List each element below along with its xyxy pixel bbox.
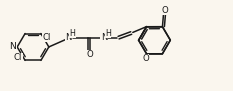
Text: Cl: Cl: [43, 33, 51, 42]
Text: Cl: Cl: [14, 53, 22, 62]
Text: O: O: [161, 6, 168, 15]
Text: N: N: [101, 33, 107, 42]
Text: O: O: [142, 54, 149, 63]
Text: O: O: [87, 50, 94, 59]
Text: H: H: [105, 29, 111, 38]
Text: N: N: [9, 42, 16, 51]
Text: N: N: [65, 33, 72, 42]
Text: H: H: [70, 29, 75, 38]
